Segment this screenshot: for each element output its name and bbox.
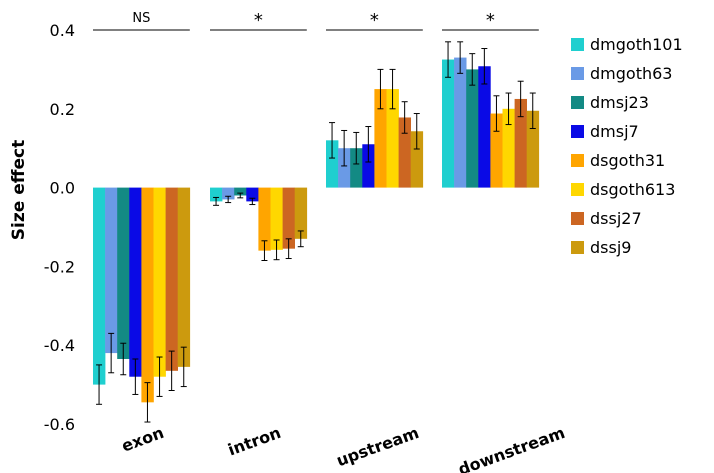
y-tick-label: -0.2 xyxy=(44,257,75,276)
bar-exon-dmgoth63 xyxy=(105,187,118,354)
bar-intron-dmgoth63 xyxy=(222,187,235,200)
bar-upstream-dsgoth613 xyxy=(386,89,399,188)
bar-exon-dmsj7 xyxy=(129,187,142,377)
bar-exon-dsgoth31 xyxy=(141,187,154,403)
legend-label-dmgoth63: dmgoth63 xyxy=(590,64,672,83)
category-labels: exon intron upstream downstream xyxy=(119,423,567,473)
y-tick-label: 0.2 xyxy=(50,100,75,119)
significance-label-upstream: * xyxy=(370,10,379,31)
y-axis-title: Size effect xyxy=(9,140,29,240)
bar-exon-dssj9 xyxy=(177,187,191,367)
y-tick-label: 0.4 xyxy=(50,21,75,40)
bar-downstream-dmgoth101 xyxy=(442,59,455,188)
significance-label-intron: * xyxy=(254,10,263,31)
bar-upstream-dmgoth101 xyxy=(326,140,339,188)
legend-label-dmsj7: dmsj7 xyxy=(590,122,639,141)
bar-downstream-dssj27 xyxy=(514,98,527,188)
bar-intron-dssj9 xyxy=(294,187,308,239)
significance-markers: NS * * * xyxy=(93,10,539,31)
legend-swatch-dssj27 xyxy=(571,212,584,225)
bars xyxy=(93,41,540,423)
bar-exon-dmsj23 xyxy=(117,187,130,359)
legend-label-dmsj23: dmsj23 xyxy=(590,93,649,112)
y-axis-ticks: 0.4 0.2 0.0 -0.2 -0.4 -0.6 xyxy=(44,21,75,434)
category-label-exon: exon xyxy=(119,423,166,456)
bar-exon-dssj27 xyxy=(165,187,178,371)
bar-intron-dssj27 xyxy=(282,187,295,249)
y-tick-label: 0.0 xyxy=(50,179,75,198)
legend: dmgoth101 dmgoth63 dmsj23 dmsj7 dsgoth31 dsgo… xyxy=(571,35,683,257)
bar-downstream-dmsj7 xyxy=(478,66,491,188)
legend-swatch-dsgoth613 xyxy=(571,183,584,196)
bar-intron-dsgoth31 xyxy=(258,187,271,251)
legend-label-dsgoth31: dsgoth31 xyxy=(590,151,665,170)
bar-downstream-dsgoth613 xyxy=(502,108,515,188)
legend-swatch-dmsj7 xyxy=(571,125,584,138)
legend-label-dsgoth613: dsgoth613 xyxy=(590,180,675,199)
bar-upstream-dssj27 xyxy=(398,117,411,188)
bar-upstream-dmsj7 xyxy=(362,144,375,188)
bar-downstream-dmsj23 xyxy=(466,69,479,188)
bar-downstream-dmgoth63 xyxy=(454,57,467,188)
bar-intron-dmsj23 xyxy=(234,187,247,196)
bar-upstream-dsgoth31 xyxy=(374,89,387,188)
significance-label-downstream: * xyxy=(486,10,495,31)
legend-label-dssj27: dssj27 xyxy=(590,209,642,228)
bar-upstream-dmsj23 xyxy=(350,148,363,188)
legend-label-dmgoth101: dmgoth101 xyxy=(590,35,683,54)
category-label-intron: intron xyxy=(225,423,283,460)
legend-swatch-dsgoth31 xyxy=(571,154,584,167)
category-label-upstream: upstream xyxy=(334,423,422,470)
bar-downstream-dssj9 xyxy=(526,110,540,188)
bar-upstream-dssj9 xyxy=(410,131,424,188)
bar-exon-dsgoth613 xyxy=(153,187,166,377)
bar-intron-dsgoth613 xyxy=(270,187,283,250)
bar-exon-dmgoth101 xyxy=(93,187,106,385)
y-tick-label: -0.6 xyxy=(44,415,75,434)
legend-swatch-dmgoth101 xyxy=(571,38,584,51)
legend-swatch-dmsj23 xyxy=(571,96,584,109)
significance-label-exon: NS xyxy=(132,11,150,26)
legend-swatch-dssj9 xyxy=(571,241,584,254)
legend-swatch-dmgoth63 xyxy=(571,67,584,80)
bar-upstream-dmgoth63 xyxy=(338,148,351,188)
category-label-downstream: downstream xyxy=(456,423,568,473)
legend-label-dssj9: dssj9 xyxy=(590,238,631,257)
bar-downstream-dsgoth31 xyxy=(490,113,503,188)
y-tick-label: -0.4 xyxy=(44,336,75,355)
